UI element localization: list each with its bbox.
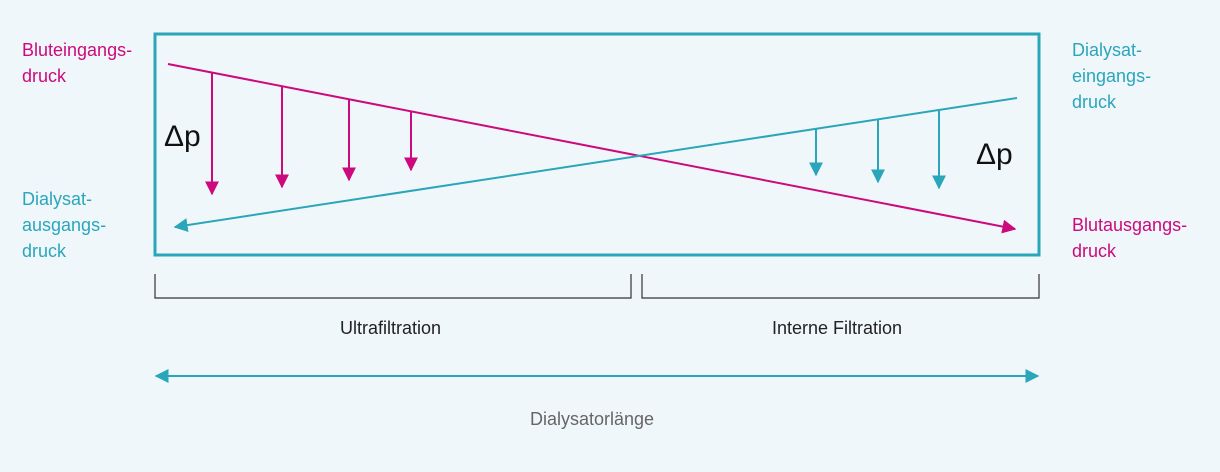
dialysate-inlet-pressure-label: Dialysat- eingangs- druck [1072,40,1152,112]
delta-p-left-label: Δp [164,120,201,153]
blood-outlet-pressure-label: Blutausgangs- druck [1072,215,1188,261]
ultrafiltration-bracket [154,274,632,299]
dialyzer-frame [153,32,1041,257]
internal-filtration-bracket [641,274,1040,299]
dialysate-outlet-pressure-label: Dialysat- ausgangs- druck [22,189,107,261]
ultrafiltration-label: Ultrafiltration [340,318,442,338]
internal-filtration-label: Interne Filtration [772,318,903,338]
blood-inlet-pressure-label: Bluteingangs- druck [22,40,133,86]
blood-pressure-line [167,63,1017,234]
delta-p-right-label: Δp [976,138,1013,171]
dialyzer-length-label: Dialysatorlänge [530,409,655,429]
dialysate-pressure-line [173,97,1018,233]
